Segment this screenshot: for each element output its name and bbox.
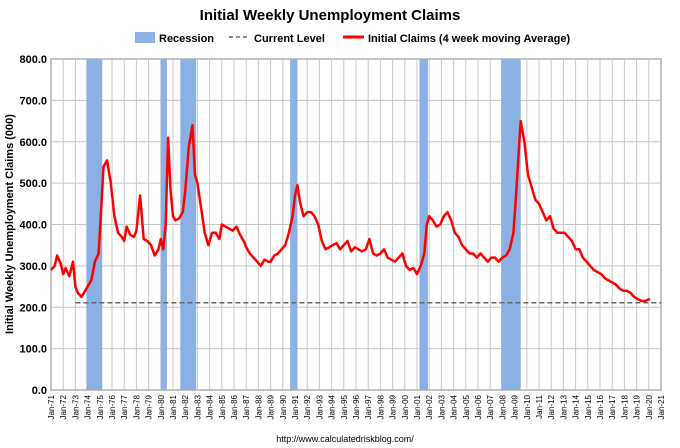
x-tick-label: Jan-06 — [474, 394, 483, 419]
legend: Recession Current Level Initial Claims (… — [135, 32, 570, 45]
y-tick-label: 500.0 — [19, 178, 47, 190]
recession-bars — [86, 59, 521, 390]
legend-recession-label: Recession — [159, 33, 214, 45]
x-tick-label: Jan-93 — [315, 394, 324, 419]
x-tick-label: Jan-08 — [498, 394, 507, 419]
x-tick-label: Jan-73 — [71, 394, 80, 419]
x-tick-label: Jan-81 — [169, 394, 178, 419]
initial-claims-line — [50, 119, 651, 303]
y-tick-label: 400.0 — [19, 220, 47, 232]
x-tick-label: Jan-87 — [242, 394, 251, 419]
x-tick-label: Jan-19 — [633, 394, 642, 419]
x-axis-ticks: Jan-71 Jan-72 Jan-73 Jan-74 Jan-75 Jan-76 Jan-… — [47, 394, 666, 419]
horizontal-gridlines — [51, 99, 661, 350]
y-tick-label: 200.0 — [19, 302, 47, 314]
y-tick-label: 700.0 — [19, 95, 47, 107]
y-tick-label: 300.0 — [19, 261, 47, 273]
x-tick-label: Jan-85 — [218, 394, 227, 419]
y-tick-label: 0.0 — [32, 385, 47, 397]
x-tick-label: Jan-96 — [352, 394, 361, 419]
x-tick-label: Jan-92 — [303, 394, 312, 419]
x-tick-label: Jan-91 — [291, 394, 300, 419]
recession-bar — [290, 59, 298, 390]
x-tick-label: Jan-12 — [547, 394, 556, 419]
recession-bar — [180, 59, 197, 390]
x-tick-label: Jan-72 — [59, 394, 68, 419]
y-tick-label: 800.0 — [19, 54, 47, 66]
x-tick-label: Jan-01 — [413, 394, 422, 419]
x-tick-label: Jan-00 — [401, 394, 410, 419]
x-tick-label: Jan-05 — [462, 394, 471, 419]
source-credit: http://www.calculatedriskblog.com/ — [276, 434, 414, 444]
y-axis-ticks: 0.0 100.0 200.0 300.0 400.0 500.0 600.0 700.0 80… — [19, 54, 47, 397]
x-tick-label: Jan-82 — [181, 394, 190, 419]
y-tick-label: 600.0 — [19, 137, 47, 149]
x-tick-label: Jan-03 — [437, 394, 446, 419]
x-tick-label: Jan-75 — [96, 394, 105, 419]
legend-initial-claims-label: Initial Claims (4 week moving Average) — [368, 33, 570, 45]
x-tick-label: Jan-15 — [584, 394, 593, 419]
chart-title: Initial Weekly Unemployment Claims — [200, 7, 461, 24]
x-tick-label: Jan-94 — [328, 394, 337, 419]
x-tick-label: Jan-71 — [47, 394, 56, 419]
x-tick-label: Jan-84 — [206, 394, 215, 419]
x-tick-label: Jan-16 — [596, 394, 605, 419]
x-tick-label: Jan-18 — [620, 394, 629, 419]
x-tick-label: Jan-99 — [389, 394, 398, 419]
x-tick-label: Jan-98 — [376, 394, 385, 419]
x-tick-label: Jan-74 — [84, 394, 93, 419]
x-tick-label: Jan-17 — [608, 394, 617, 419]
x-tick-label: Jan-07 — [486, 394, 495, 419]
x-tick-label: Jan-76 — [108, 394, 117, 419]
x-tick-label: Jan-10 — [523, 394, 532, 419]
x-tick-label: Jan-11 — [535, 394, 544, 418]
x-tick-label: Jan-95 — [340, 394, 349, 419]
x-tick-label: Jan-88 — [254, 394, 263, 419]
x-tick-label: Jan-13 — [559, 394, 568, 419]
x-tick-label: Jan-90 — [279, 394, 288, 419]
y-axis-label: Initial Weekly Unemployment Claims (000) — [4, 114, 16, 334]
legend-recession-swatch — [135, 32, 155, 43]
recession-bar — [501, 59, 521, 390]
x-tick-label: Jan-04 — [450, 394, 459, 419]
x-tick-label: Jan-80 — [157, 394, 166, 419]
x-tick-label: Jan-20 — [645, 394, 654, 419]
x-tick-label: Jan-77 — [120, 394, 129, 419]
x-tick-label: Jan-79 — [145, 394, 154, 419]
x-tick-label: Jan-97 — [364, 394, 373, 419]
x-tick-label: Jan-78 — [132, 394, 141, 419]
legend-current-level-label: Current Level — [254, 33, 325, 45]
x-tick-label: Jan-09 — [511, 394, 520, 419]
recession-bar — [160, 59, 167, 390]
x-tick-label: Jan-83 — [193, 394, 202, 419]
x-tick-label: Jan-21 — [657, 394, 666, 419]
recession-bar — [86, 59, 103, 390]
x-tick-label: Jan-14 — [572, 394, 581, 419]
recession-bar — [419, 59, 428, 390]
x-tick-label: Jan-89 — [267, 394, 276, 419]
y-tick-label: 100.0 — [19, 344, 47, 356]
x-tick-label: Jan-86 — [230, 394, 239, 419]
x-tick-label: Jan-02 — [425, 394, 434, 419]
